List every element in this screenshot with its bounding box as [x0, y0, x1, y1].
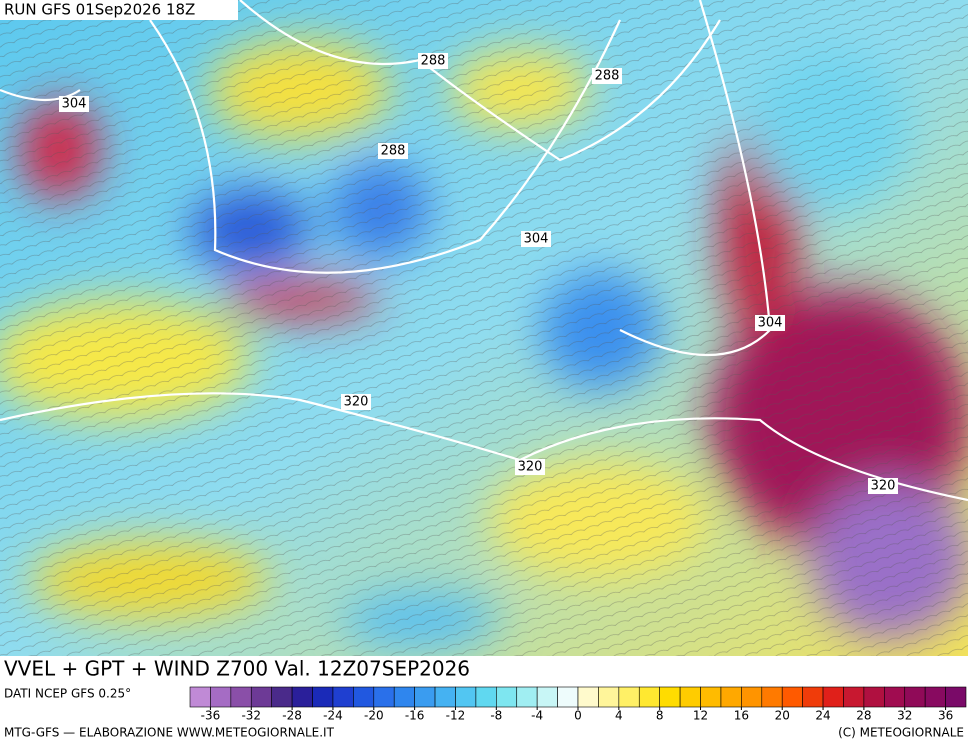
contour-label: 304	[758, 316, 783, 331]
colorbar-tick-label: -20	[364, 709, 384, 723]
colorbar-tick-label: -24	[323, 709, 343, 723]
colorbar-swatch	[353, 686, 375, 708]
colorbar-swatch	[516, 686, 538, 708]
contour-label: 288	[381, 144, 406, 159]
contour-label: 288	[595, 69, 620, 84]
colorbar-swatch	[434, 686, 456, 708]
colorbar-swatch	[414, 686, 436, 708]
colorbar-swatch	[781, 686, 803, 708]
colorbar-swatch	[189, 686, 211, 708]
credit-label: MTG-GFS — ELABORAZIONE WWW.METEOGIORNALE…	[4, 726, 335, 740]
colorbar-swatch	[373, 686, 395, 708]
colorbar-swatch	[455, 686, 477, 708]
copyright-label: (C) METEOGIORNALE	[838, 726, 964, 740]
colorbar-swatch	[659, 686, 681, 708]
contour-label-bg	[341, 394, 371, 410]
colorbar-swatch	[271, 686, 293, 708]
colorbar-tick-label: 36	[938, 709, 953, 723]
run-box	[0, 0, 238, 20]
map-title: VVEL + GPT + WIND Z700 Val. 12Z07SEP2026	[4, 657, 470, 681]
contour-label-bg	[592, 68, 622, 84]
colorbar-swatch	[598, 686, 620, 708]
contour-label-bg	[755, 315, 785, 331]
colorbar-swatch	[924, 686, 946, 708]
contour-label-bg	[418, 53, 448, 69]
colorbar-tick-label: 32	[897, 709, 912, 723]
colorbar-tick-label: -28	[282, 709, 302, 723]
colorbar-tick-label: 8	[656, 709, 664, 723]
map-field	[0, 0, 968, 656]
colorbar-swatch	[557, 686, 579, 708]
contour-label-bg	[378, 143, 408, 159]
contour-label: 304	[62, 97, 87, 112]
colorbar-swatch	[577, 686, 599, 708]
colorbar-swatch	[496, 686, 518, 708]
contour-label: 320	[344, 395, 369, 410]
colorbar-swatch	[475, 686, 497, 708]
colorbar-tick-label: 20	[775, 709, 790, 723]
contour-label-bg	[521, 231, 551, 247]
colorbar-swatch	[312, 686, 334, 708]
colorbar-swatch	[210, 686, 232, 708]
contour-label-bg	[515, 459, 545, 475]
colorbar-swatch	[250, 686, 272, 708]
colorbar-swatch	[863, 686, 885, 708]
colorbar-swatch	[741, 686, 763, 708]
colorbar-swatch	[679, 686, 701, 708]
colorbar-tick-label: 24	[815, 709, 830, 723]
colorbar-swatch	[720, 686, 742, 708]
colorbar-swatch	[884, 686, 906, 708]
colorbar-swatch	[393, 686, 415, 708]
colorbar-swatch	[904, 686, 926, 708]
run-label: RUN GFS 01Sep2026 18Z	[4, 1, 195, 19]
colorbar-swatch	[700, 686, 722, 708]
colorbar-swatch	[638, 686, 660, 708]
colorbar-swatch	[332, 686, 354, 708]
colorbar-swatch	[761, 686, 783, 708]
colorbar-tick-label: -12	[446, 709, 466, 723]
contour-label-bg	[868, 478, 898, 494]
colorbar-swatch	[843, 686, 865, 708]
colorbar-tick-label: -16	[405, 709, 425, 723]
colorbar-swatch	[802, 686, 824, 708]
colorbar-tick-label: -4	[531, 709, 543, 723]
colorbar-swatch	[822, 686, 844, 708]
colorbar-tick-label: 0	[574, 709, 582, 723]
colorbar-swatch	[945, 686, 967, 708]
source-label: DATI NCEP GFS 0.25°	[4, 687, 131, 701]
colorbar-tick-label: 12	[693, 709, 708, 723]
colorbar-tick-label: 28	[856, 709, 871, 723]
colorbar-tick-label: 4	[615, 709, 623, 723]
contour-label: 320	[871, 479, 896, 494]
colorbar-tick-label: -8	[490, 709, 502, 723]
colorbar-tick-label: 16	[734, 709, 749, 723]
colorbar-swatch	[536, 686, 558, 708]
contour-label: 304	[524, 232, 549, 247]
colorbar-tick-label: -36	[201, 709, 221, 723]
contour-label: 288	[421, 54, 446, 69]
colorbar-tick-label: -32	[241, 709, 261, 723]
contour-label-bg	[59, 96, 89, 112]
colorbar-swatch	[230, 686, 252, 708]
colorbar-swatch	[291, 686, 313, 708]
colorbar-swatch	[618, 686, 640, 708]
contour-label: 320	[518, 460, 543, 475]
